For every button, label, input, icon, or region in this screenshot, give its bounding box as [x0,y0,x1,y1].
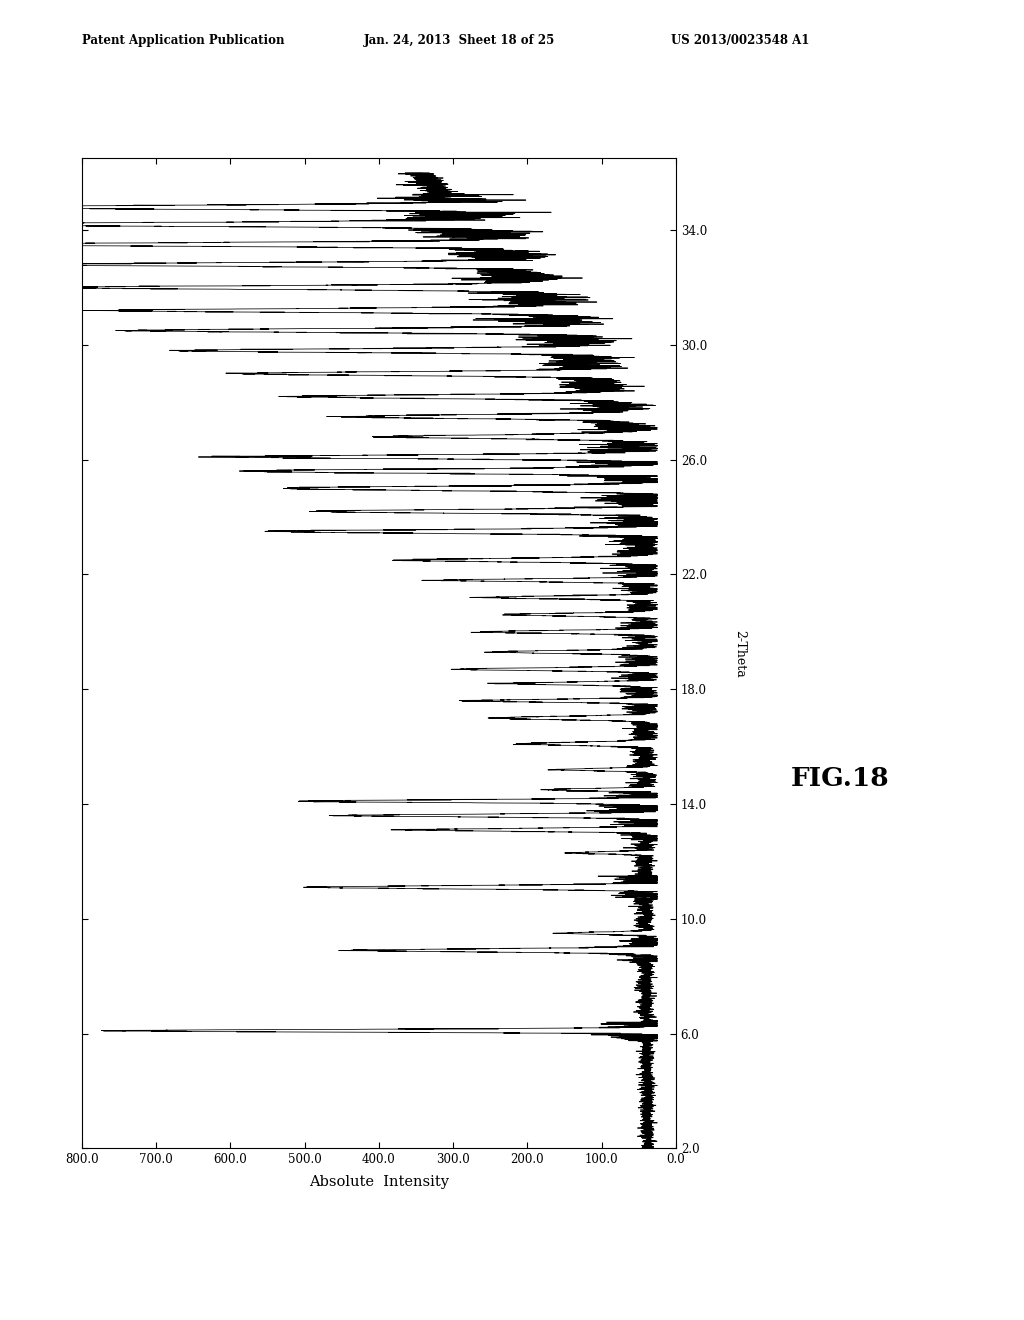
X-axis label: Absolute  Intensity: Absolute Intensity [309,1175,449,1188]
Text: Patent Application Publication: Patent Application Publication [82,34,285,48]
Y-axis label: 2-Theta: 2-Theta [733,630,745,677]
Text: Jan. 24, 2013  Sheet 18 of 25: Jan. 24, 2013 Sheet 18 of 25 [364,34,555,48]
Text: FIG.18: FIG.18 [791,767,889,791]
Text: US 2013/0023548 A1: US 2013/0023548 A1 [671,34,809,48]
